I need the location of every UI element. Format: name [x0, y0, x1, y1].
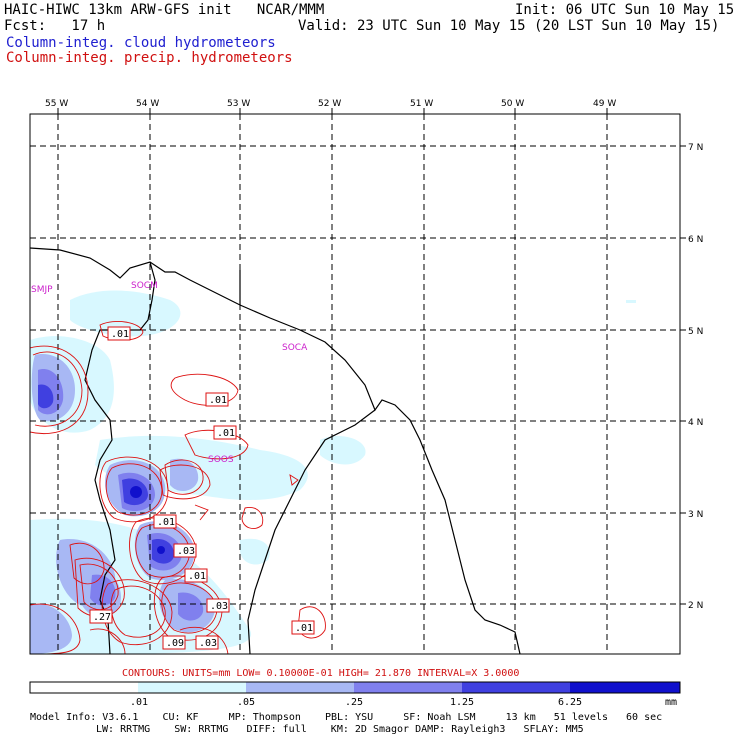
svg-text:.01: .01: [217, 428, 235, 439]
contour-label: .27: [89, 609, 113, 624]
svg-text:.01: .01: [111, 329, 129, 340]
lon-label: 54 W: [136, 99, 159, 109]
svg-text:.03: .03: [177, 546, 195, 557]
forecast-hour: Fcst: 17 h: [4, 18, 106, 34]
svg-text:.01: .01: [295, 623, 313, 634]
contour-label: .01: [213, 425, 237, 440]
contour-label: .03: [195, 635, 219, 650]
field-precip-label: Column-integ. precip. hydrometeors: [6, 50, 293, 66]
svg-text:.01: .01: [157, 517, 175, 528]
contour-label: .01: [153, 514, 177, 529]
contour-label: .01: [205, 392, 229, 407]
station-label: SOCA: [282, 343, 308, 353]
svg-text:.01: .01: [188, 571, 206, 582]
contour-label: .03: [206, 598, 230, 613]
contour-label: .01: [107, 326, 131, 341]
plot-title: HAIC-HIWC 13km ARW-GFS init NCAR/MMM: [4, 2, 325, 18]
colorbar-tick: .25: [345, 697, 363, 708]
lon-label: 49 W: [593, 99, 616, 109]
colorbar: [29, 681, 681, 694]
colorbar-tick: 6.25: [558, 697, 582, 708]
colorbar-tick: 1.25: [450, 697, 474, 708]
cloud-shading: [30, 290, 636, 654]
contour-label: .01: [184, 568, 208, 583]
lat-label: 7 N: [688, 143, 703, 153]
svg-text:.27: .27: [93, 612, 111, 623]
lon-label: 55 W: [45, 99, 68, 109]
coastline: [30, 247, 521, 654]
station-label: SOOS: [208, 455, 234, 465]
lon-label: 50 W: [501, 99, 524, 109]
valid-time: Valid: 23 UTC Sun 10 May 15 (20 LST Sun …: [298, 18, 720, 34]
colorbar-unit: mm: [665, 697, 677, 708]
contour-label: .09: [162, 635, 186, 650]
lat-lon-grid: [30, 114, 680, 654]
lon-label: 53 W: [227, 99, 250, 109]
colorbar-tick: .05: [237, 697, 255, 708]
svg-text:.03: .03: [210, 601, 228, 612]
station-label: SMJP: [31, 285, 53, 295]
init-time: Init: 06 UTC Sun 10 May 15: [515, 2, 735, 18]
contour-label: .01: [291, 620, 315, 635]
station-label: SOCM: [131, 281, 158, 291]
lat-label: 6 N: [688, 235, 703, 245]
contour-label: .03: [173, 543, 197, 558]
colorbar-tick: .01: [130, 697, 148, 708]
field-cloud-label: Column-integ. cloud hydrometeors: [6, 35, 276, 51]
lon-label: 52 W: [318, 99, 341, 109]
map-frame: [29, 113, 681, 655]
lat-label: 2 N: [688, 601, 703, 611]
svg-text:.01: .01: [209, 395, 227, 406]
model-info-line2: LW: RRTMG SW: RRTMG DIFF: full KM: 2D Sm…: [96, 724, 584, 735]
lon-label: 51 W: [410, 99, 433, 109]
model-info-line1: Model Info: V3.6.1 CU: KF MP: Thompson P…: [30, 712, 663, 723]
svg-text:.03: .03: [199, 638, 217, 649]
svg-text:.09: .09: [166, 638, 184, 649]
lat-label: 4 N: [688, 418, 703, 428]
lat-label: 5 N: [688, 327, 703, 337]
contours-info: CONTOURS: UNITS=mm LOW= 0.10000E-01 HIGH…: [122, 668, 519, 679]
lat-label: 3 N: [688, 510, 703, 520]
